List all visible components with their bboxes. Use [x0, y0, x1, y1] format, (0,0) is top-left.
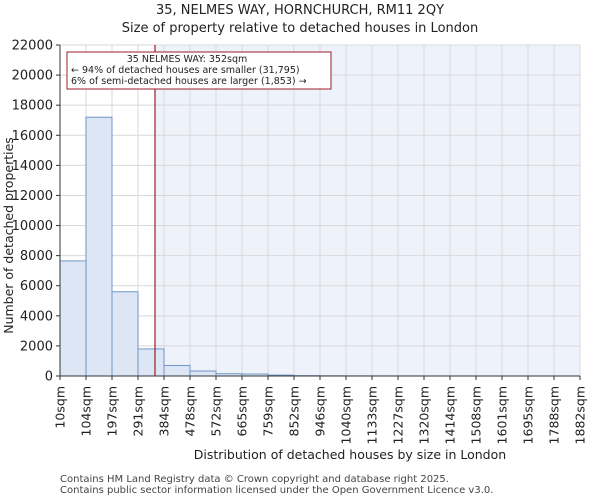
footer-line-1: Contains HM Land Registry data © Crown c… — [60, 474, 449, 485]
x-tick-label: 1788sqm — [547, 386, 562, 444]
y-tick-label: 12000 — [12, 189, 53, 204]
y-tick-label: 20000 — [12, 69, 53, 84]
x-tick-label: 572sqm — [209, 386, 224, 436]
y-axis-label: Number of detached properties — [1, 137, 16, 334]
y-tick-label: 10000 — [12, 219, 53, 234]
x-axis-label: Distribution of detached houses by size … — [194, 447, 506, 462]
y-tick-label: 6000 — [20, 279, 53, 294]
y-tick-label: 22000 — [12, 39, 53, 54]
x-tick-label: 384sqm — [157, 386, 172, 436]
x-tick-label: 1508sqm — [469, 386, 484, 444]
y-tick-label: 2000 — [20, 339, 53, 354]
y-tick-label: 4000 — [20, 309, 53, 324]
y-tick-label: 14000 — [12, 159, 53, 174]
x-tick-label: 759sqm — [261, 386, 276, 436]
annotation-box — [66, 51, 332, 90]
chart-title: 35, NELMES WAY, HORNCHURCH, RM11 2QY — [155, 3, 445, 18]
x-tick-label: 1601sqm — [495, 386, 510, 444]
x-tick-label: 478sqm — [183, 386, 198, 436]
x-tick-label: 946sqm — [313, 386, 328, 436]
footer-line-2: Contains public sector information licen… — [60, 485, 494, 496]
x-tick-label: 1882sqm — [573, 386, 588, 444]
shaded-larger-region — [155, 45, 580, 376]
bar — [59, 260, 87, 377]
x-tick-label: 1695sqm — [521, 386, 536, 444]
x-tick-label: 665sqm — [235, 386, 250, 436]
annotation-title: 35 NELMES WAY: 352sqm — [127, 54, 248, 65]
bar — [137, 348, 165, 377]
bar — [85, 116, 113, 377]
y-tick-label: 8000 — [20, 249, 53, 264]
x-tick-label: 10sqm — [53, 386, 68, 429]
y-tick-label: 18000 — [12, 99, 53, 114]
annotation-larger: 6% of semi-detached houses are larger (1… — [71, 76, 307, 87]
x-tick-label: 1040sqm — [339, 386, 354, 444]
y-tick-label: 0 — [45, 370, 53, 385]
x-tick-label: 1320sqm — [417, 386, 432, 444]
x-tick-label: 291sqm — [131, 386, 146, 436]
x-tick-label: 104sqm — [79, 386, 94, 436]
bar — [111, 291, 139, 377]
x-tick-label: 197sqm — [105, 386, 120, 436]
y-tick-label: 16000 — [12, 129, 53, 144]
x-tick-label: 852sqm — [287, 386, 302, 436]
x-tick-label: 1414sqm — [443, 386, 458, 444]
bar — [163, 364, 191, 377]
chart-subtitle: Size of property relative to detached ho… — [121, 21, 479, 36]
x-tick-label: 1133sqm — [365, 386, 380, 444]
x-tick-label: 1227sqm — [391, 386, 406, 444]
bar — [189, 370, 217, 377]
annotation-smaller: ← 94% of detached houses are smaller (31… — [71, 65, 300, 76]
